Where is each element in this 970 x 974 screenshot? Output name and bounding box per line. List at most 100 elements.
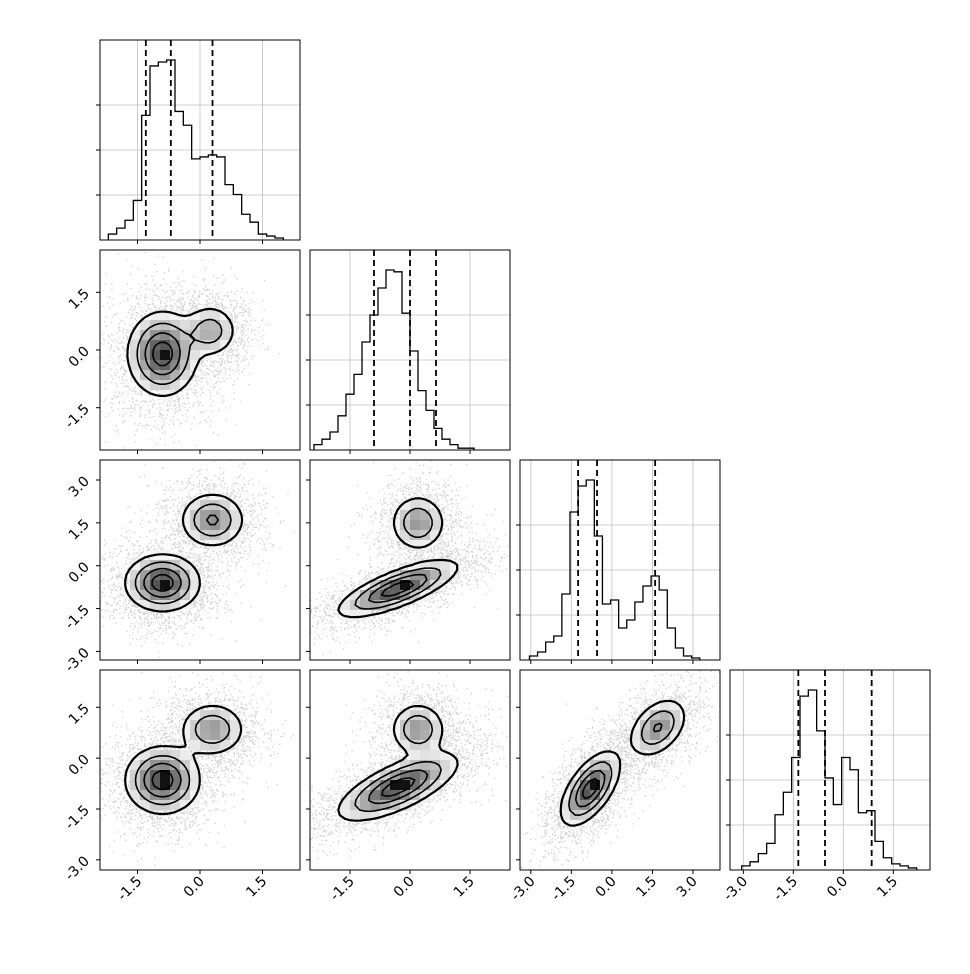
density-cell: [440, 750, 451, 761]
density-cell: [160, 340, 171, 351]
density-cell: [130, 370, 141, 381]
density-cell: [440, 770, 451, 781]
density-cell: [350, 610, 361, 621]
y-tick-label: -1.5: [62, 802, 93, 833]
density-cell: [450, 560, 461, 571]
density-cell: [150, 750, 161, 761]
pair-panel-content: [100, 671, 294, 867]
density-cell: [220, 730, 231, 741]
density-cell: [340, 600, 351, 611]
density-cell: [380, 800, 391, 811]
density-cell: [180, 570, 191, 581]
pair-panel-2-0: -3.0 -1.5 0.0 1.5 3.0: [62, 459, 301, 676]
density-cell: [130, 770, 141, 781]
density-cell: [420, 710, 431, 721]
density-cell: [380, 590, 391, 601]
density-cell: [410, 520, 421, 531]
density-cell: [410, 790, 421, 801]
density-cell: [410, 560, 421, 571]
x-tick-label: 0.0: [593, 874, 620, 901]
density-cell: [190, 760, 201, 771]
pair-panel-3-0: -1.5 0.0 1.5 -3.0 -1.5 0.0 1.5: [62, 669, 301, 904]
density-cell: [360, 590, 371, 601]
density-cell: [360, 810, 371, 821]
density-cell: [130, 350, 141, 361]
density-cell: [150, 570, 161, 581]
density-cell: [410, 540, 421, 551]
x-tick-label: 0.0: [181, 874, 208, 901]
contour-level-3: [143, 762, 182, 798]
density-cell: [380, 780, 391, 791]
density-cell: [150, 600, 161, 611]
contour-level-3: [368, 573, 428, 604]
x-tick-label: -1.5: [549, 874, 580, 905]
contour-level-1: [126, 307, 234, 397]
contour-level-1: [337, 704, 459, 822]
density-cell: [400, 520, 411, 531]
density-cell: [590, 780, 601, 791]
density-cell: [220, 520, 231, 531]
density-cell: [430, 520, 441, 531]
x-tick-label: 1.5: [633, 874, 660, 901]
density-cell: [160, 580, 171, 591]
density-cell: [420, 580, 431, 591]
density-cell: [210, 720, 221, 731]
density-cell: [430, 570, 441, 581]
density-cell: [400, 800, 411, 811]
density-cell: [440, 760, 451, 771]
density-cell: [170, 340, 181, 351]
density-cell: [140, 330, 151, 341]
density-cell: [400, 780, 411, 791]
density-cell: [580, 810, 591, 821]
density-cell: [190, 580, 201, 591]
y-tick-label: -3.0: [62, 853, 93, 884]
density-cell: [400, 530, 411, 541]
contour-level-4: [380, 580, 415, 597]
density-cell: [180, 330, 191, 341]
density-cell: [430, 530, 441, 541]
density-cell: [180, 800, 191, 811]
density-cell: [170, 590, 181, 601]
density-cell: [560, 790, 571, 801]
density-cell: [370, 770, 381, 781]
density-cell: [170, 800, 181, 811]
density-cell: [420, 760, 431, 771]
density-cell: [410, 730, 421, 741]
density-cell: [140, 790, 151, 801]
density-cell: [360, 600, 371, 611]
density-cell: [140, 750, 151, 761]
density-cell: [220, 320, 231, 331]
contour-level-4: [381, 777, 416, 797]
density-cell: [130, 780, 141, 791]
density-cell: [190, 330, 201, 341]
density-cell: [380, 790, 391, 801]
density-cell: [180, 510, 191, 521]
density-cell: [170, 370, 181, 381]
density-cell: [220, 500, 231, 511]
density-cell: [660, 720, 671, 731]
density-cell: [160, 770, 171, 781]
density-cell: [130, 590, 141, 601]
density-cell: [430, 740, 441, 751]
density-cell: [580, 790, 591, 801]
density-cell: [170, 770, 181, 781]
density-cell: [420, 510, 431, 521]
density-cell: [200, 330, 211, 341]
y-tick-label: -3.0: [62, 645, 93, 676]
density-cell: [430, 770, 441, 781]
density-cell: [580, 770, 591, 781]
density-cell: [600, 790, 611, 801]
contour-level-2: [134, 714, 231, 806]
density-cell: [400, 500, 411, 511]
density-cell: [420, 780, 431, 791]
pair-panel-content: [310, 460, 510, 656]
density-cell: [430, 780, 441, 791]
y-tick-label: -1.5: [62, 401, 93, 432]
density-cell: [660, 710, 671, 721]
density-cell: [180, 790, 191, 801]
hist-panel-1: [306, 249, 511, 454]
histogram-step: [528, 479, 701, 660]
y-tick-label: -1.5: [62, 602, 93, 633]
density-cell: [150, 770, 161, 781]
